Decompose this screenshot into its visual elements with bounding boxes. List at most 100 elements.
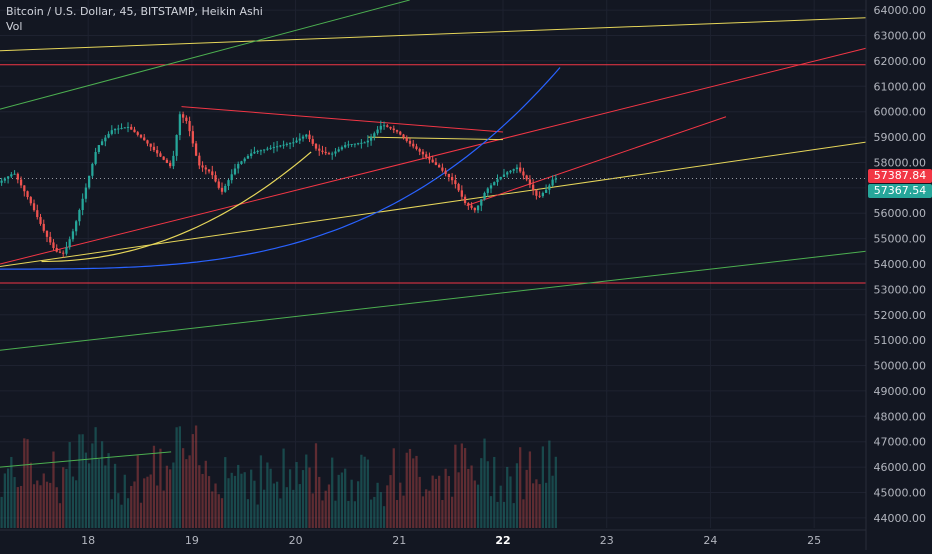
candle-body[interactable]	[499, 176, 502, 180]
candle-body[interactable]	[58, 251, 62, 253]
candle-body[interactable]	[473, 207, 476, 211]
candle-body[interactable]	[97, 145, 100, 152]
candle-body[interactable]	[107, 133, 110, 138]
candle-body[interactable]	[356, 143, 360, 145]
candle-body[interactable]	[554, 178, 557, 180]
candle-body[interactable]	[3, 178, 6, 181]
candle-body[interactable]	[347, 144, 350, 146]
candle-body[interactable]	[454, 180, 457, 185]
candle-body[interactable]	[541, 192, 545, 197]
candle-body[interactable]	[395, 130, 399, 132]
candle-body[interactable]	[62, 252, 65, 254]
candle-body[interactable]	[269, 147, 272, 149]
candle-body[interactable]	[425, 154, 428, 157]
candle-body[interactable]	[78, 210, 81, 222]
candle-body[interactable]	[528, 179, 532, 185]
candle-body[interactable]	[175, 135, 178, 156]
candle-body[interactable]	[49, 236, 52, 243]
candle-body[interactable]	[496, 179, 499, 183]
time-tick-label[interactable]: 21	[392, 534, 406, 547]
candle-body[interactable]	[152, 146, 156, 151]
trendline[interactable]	[466, 116, 727, 207]
candle-body[interactable]	[87, 175, 91, 188]
candle-body[interactable]	[237, 163, 240, 169]
candle-body[interactable]	[266, 148, 269, 150]
candle-body[interactable]	[480, 199, 483, 206]
candle-body[interactable]	[402, 134, 405, 138]
candle-body[interactable]	[194, 143, 198, 156]
candle-body[interactable]	[305, 134, 308, 137]
candle-body[interactable]	[65, 247, 68, 254]
candle-body[interactable]	[139, 134, 143, 138]
candle-body[interactable]	[279, 145, 282, 147]
candle-body[interactable]	[136, 132, 139, 135]
candle-body[interactable]	[263, 149, 266, 151]
symbol-title[interactable]: Bitcoin / U.S. Dollar, 45, BITSTAMP, Hei…	[6, 5, 263, 18]
candle-body[interactable]	[308, 134, 311, 140]
time-tick-label[interactable]: 23	[600, 534, 614, 547]
candle-body[interactable]	[460, 190, 463, 197]
price-axis[interactable]: 64000.00 63000.00 62000.00 61000.00 60000.00…	[865, 0, 932, 550]
candle-body[interactable]	[172, 155, 175, 167]
candle-body[interactable]	[292, 142, 295, 144]
candle-body[interactable]	[418, 149, 421, 152]
candle-body[interactable]	[470, 205, 473, 208]
candle-body[interactable]	[178, 114, 182, 136]
candle-body[interactable]	[331, 153, 334, 155]
candle-body[interactable]	[181, 114, 185, 118]
candle-body[interactable]	[100, 141, 104, 146]
candle-body[interactable]	[146, 140, 149, 144]
candle-body[interactable]	[133, 129, 136, 133]
candle-body[interactable]	[156, 150, 159, 154]
candle-body[interactable]	[233, 168, 237, 175]
candle-body[interactable]	[486, 188, 489, 193]
candle-body[interactable]	[26, 191, 29, 198]
candle-body[interactable]	[337, 149, 340, 152]
candle-body[interactable]	[360, 142, 363, 144]
candle-body[interactable]	[334, 151, 337, 154]
candle-body[interactable]	[16, 173, 19, 180]
candle-body[interactable]	[428, 156, 431, 160]
candle-body[interactable]	[489, 185, 493, 189]
candle-body[interactable]	[23, 185, 26, 192]
candle-body[interactable]	[104, 137, 107, 142]
candle-body[interactable]	[162, 156, 165, 160]
candle-body[interactable]	[13, 173, 16, 175]
candle-body[interactable]	[220, 187, 224, 192]
candle-body[interactable]	[363, 142, 366, 144]
candle-body[interactable]	[130, 126, 133, 130]
arc-curve[interactable]	[41, 151, 312, 263]
candle-body[interactable]	[386, 125, 389, 127]
trendline[interactable]	[181, 106, 504, 133]
candle-body[interactable]	[282, 144, 285, 146]
candle-body[interactable]	[353, 143, 357, 145]
candle-body[interactable]	[382, 125, 386, 127]
trendline[interactable]	[0, 250, 867, 351]
candle-body[interactable]	[376, 129, 379, 134]
candle-body[interactable]	[243, 158, 246, 162]
candle-body[interactable]	[431, 159, 434, 163]
candle-body[interactable]	[532, 184, 535, 191]
candle-body[interactable]	[224, 185, 227, 192]
candle-body[interactable]	[45, 230, 49, 237]
candle-body[interactable]	[483, 192, 486, 200]
time-tick-label[interactable]: 19	[185, 534, 199, 547]
candle-body[interactable]	[444, 170, 447, 174]
volume-indicator-label[interactable]: Vol	[6, 20, 23, 33]
candle-body[interactable]	[519, 167, 522, 172]
candle-body[interactable]	[350, 143, 353, 145]
candle-body[interactable]	[544, 189, 548, 193]
time-axis[interactable]: 18 19 20 21 22 23 24 25	[0, 529, 866, 547]
candle-body[interactable]	[42, 223, 45, 231]
time-tick-label[interactable]: 20	[289, 534, 303, 547]
drawings[interactable]	[0, 0, 867, 468]
candle-body[interactable]	[256, 151, 259, 153]
candle-body[interactable]	[447, 173, 451, 178]
candle-body[interactable]	[52, 242, 55, 248]
candle-body[interactable]	[169, 162, 172, 167]
candle-body[interactable]	[327, 153, 331, 155]
candle-body[interactable]	[321, 150, 324, 152]
candle-body[interactable]	[522, 171, 525, 176]
time-tick-label[interactable]: 25	[807, 534, 821, 547]
